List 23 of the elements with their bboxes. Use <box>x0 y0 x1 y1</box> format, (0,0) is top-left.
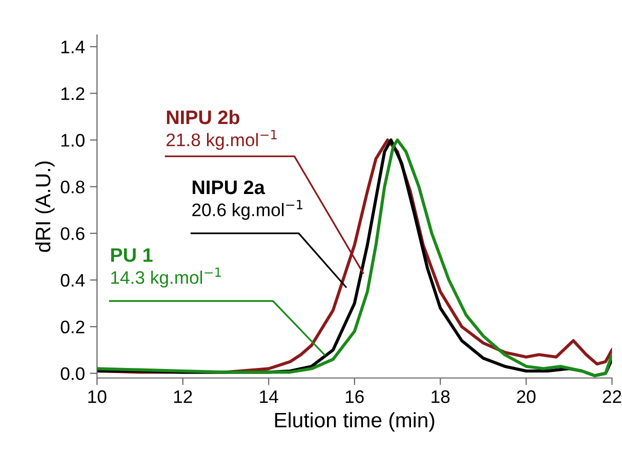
annotation: 21.8 kg.mol$^{−1}$ <box>166 130 277 150</box>
x-axis-title: Elution time (min) <box>275 412 434 432</box>
annotation: 14.3 kg.mol$^{−1}$ <box>111 268 221 288</box>
y-axis-title: dRI (A.U.) <box>35 161 55 252</box>
x-tick-label: 12 <box>174 390 192 403</box>
y-tick-label: 0.0 <box>60 367 84 380</box>
x-tick-label: 20 <box>517 390 536 404</box>
y-tick-label: 1.2 <box>61 87 84 100</box>
y-tick-label: 0.2 <box>60 320 84 334</box>
y-tick-label: 1.0 <box>61 134 84 147</box>
y-tick-label: 0.4 <box>60 274 85 287</box>
text: NIPU 2a <box>192 180 266 194</box>
annotation: 20.6 kg.mol$^{−1}$ <box>192 200 302 220</box>
y-tick-label: 0.6 <box>60 227 84 240</box>
x-tick-label: 16 <box>346 390 364 404</box>
x-tick-label: 10 <box>88 390 106 404</box>
x-tick-label: 22 <box>602 390 622 403</box>
text: PU 1 <box>111 248 153 262</box>
text: NIPU 2b <box>166 110 240 124</box>
x-tick-label: 18 <box>432 390 450 404</box>
x-tick-label: 14 <box>260 390 278 403</box>
y-tick-label: 0.8 <box>60 180 84 194</box>
y-tick-label: 1.4 <box>61 40 85 54</box>
